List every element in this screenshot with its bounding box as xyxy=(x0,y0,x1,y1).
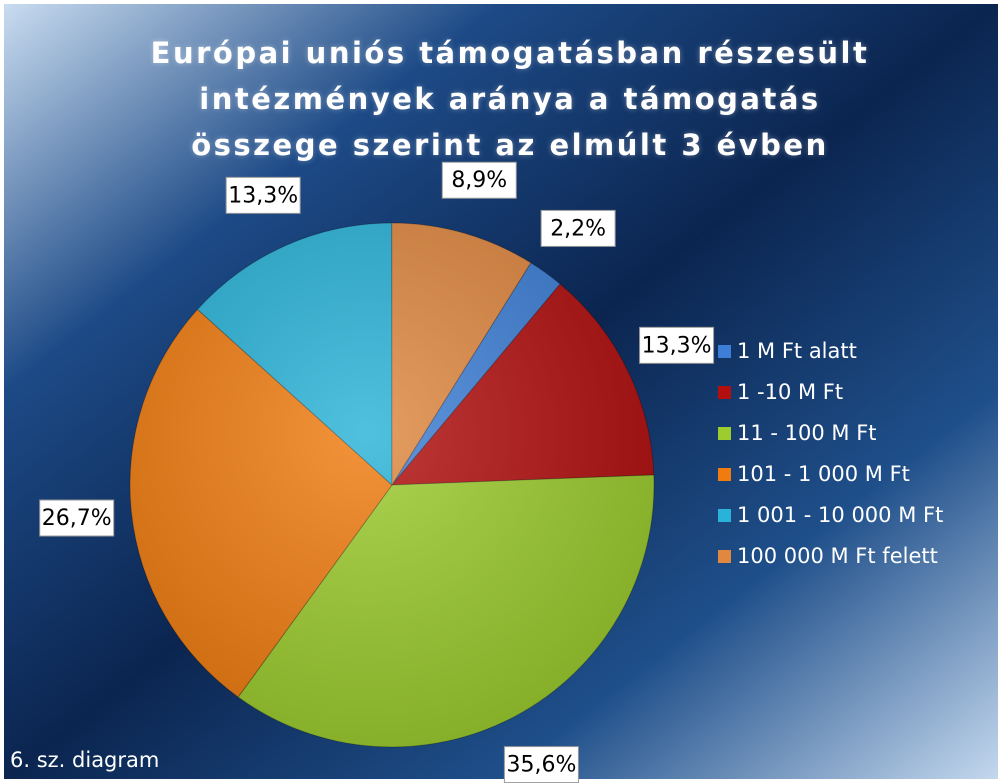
legend-label: 101 - 1 000 M Ft xyxy=(737,462,910,486)
legend-label: 11 - 100 M Ft xyxy=(737,421,877,445)
data-label-box xyxy=(639,326,715,364)
data-label-box xyxy=(39,499,115,537)
data-label: 13,3% xyxy=(228,183,298,208)
legend-swatch xyxy=(718,509,731,522)
data-label: 8,9% xyxy=(451,168,507,193)
legend-swatch xyxy=(718,386,731,399)
legend-swatch xyxy=(718,345,731,358)
legend-label: 1 M Ft alatt xyxy=(737,339,857,363)
data-label: 13,3% xyxy=(642,333,712,358)
legend-label: 1 -10 M Ft xyxy=(737,380,843,404)
legend-label: 1 001 - 10 000 M Ft xyxy=(737,503,943,527)
data-label: 2,2% xyxy=(550,216,606,241)
legend-swatch xyxy=(718,550,731,563)
legend-label: 100 000 M Ft felett xyxy=(737,544,938,568)
legend-swatch xyxy=(718,468,731,481)
legend-swatch xyxy=(718,427,731,440)
caption: 6. sz. diagram xyxy=(10,748,160,772)
data-label: 26,7% xyxy=(42,506,112,531)
chart-title: Európai uniós támogatásban részesült int… xyxy=(150,36,870,162)
data-label-box xyxy=(441,161,517,199)
data-label: 35,6% xyxy=(506,753,576,778)
data-label-box xyxy=(225,176,301,214)
data-label-box xyxy=(503,746,579,783)
data-label-box xyxy=(540,209,616,247)
